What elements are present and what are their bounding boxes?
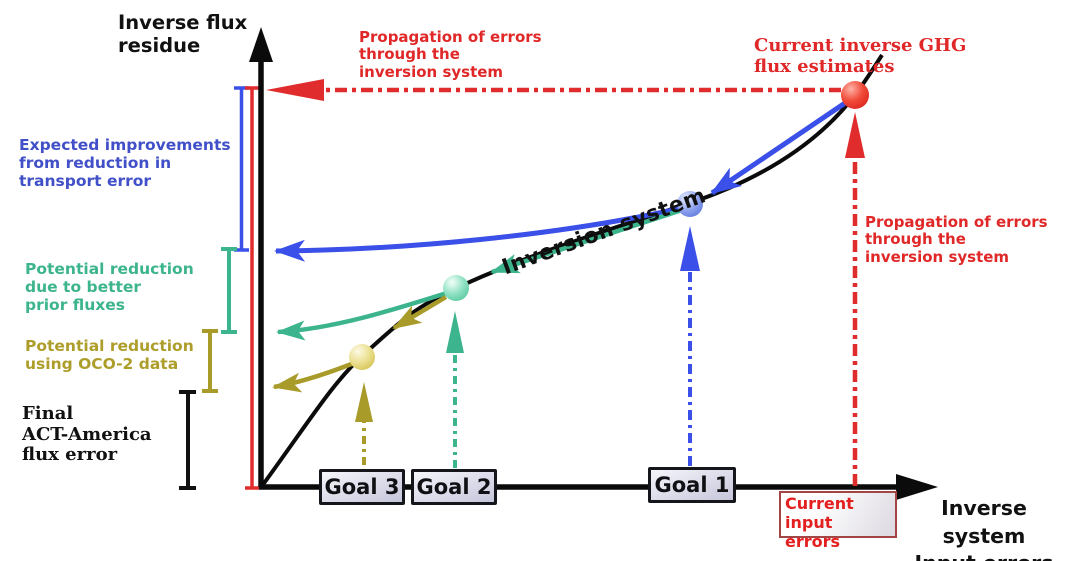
bracket-final-error — [179, 390, 196, 490]
bracket-prior-fluxes — [221, 247, 237, 334]
propagation-right-label: Propagation of errors through the invers… — [865, 213, 1048, 266]
bracket-total-error — [245, 86, 259, 490]
inversion-system-curve — [260, 53, 884, 488]
blue-arrow-current-to-goal1 — [710, 98, 850, 196]
goal1-point — [677, 191, 703, 217]
goal1-arrowhead-icon — [680, 226, 700, 271]
goal2-box: Goal 2 — [411, 469, 497, 505]
propagation-right-arrowhead-icon — [845, 112, 865, 158]
final-error-label: Final ACT-America flux error — [22, 403, 152, 466]
goal3-box: Goal 3 — [319, 469, 405, 505]
propagation-top-arrowhead-icon — [266, 79, 324, 101]
current-estimates-label: Current inverse GHG flux estimates — [754, 35, 967, 77]
x-axis-arrowhead-icon — [896, 474, 938, 500]
goal2-point — [443, 275, 469, 301]
goal1-box: Goal 1 — [648, 467, 736, 503]
y-axis-label: Inverse flux residue — [118, 11, 248, 57]
green-arrow-goal1-to-goal2 — [490, 207, 683, 275]
propagation-top-label: Propagation of errors through the invers… — [359, 28, 542, 81]
blue-arrow-goal1-to-axis — [274, 204, 687, 262]
oco2-label: Potential reduction using OCO-2 data — [25, 337, 194, 373]
bracket-transport-error — [234, 86, 249, 252]
goal3-arrowhead-icon — [355, 382, 373, 422]
bracket-oco2 — [202, 329, 218, 393]
goal3-box-label: Goal 3 — [324, 475, 400, 499]
green-arrow-goal2-to-axis — [276, 289, 451, 341]
current-input-errors-box: Current input errors — [779, 491, 897, 551]
current-estimate-point — [841, 81, 869, 109]
x-axis-label: Inverse system Input errors — [915, 496, 1054, 561]
goal3-point — [349, 344, 375, 370]
prior-fluxes-label: Potential reduction due to better prior … — [25, 260, 194, 314]
goal2-box-label: Goal 2 — [416, 475, 492, 499]
olive-arrow-goal3-to-axis — [272, 360, 355, 393]
goal1-box-label: Goal 1 — [654, 473, 730, 497]
goal2-arrowhead-icon — [446, 311, 464, 353]
y-axis-arrowhead-icon — [249, 27, 273, 62]
transport-improvement-label: Expected improvements from reduction in … — [19, 136, 231, 190]
olive-arrow-goal2-to-goal3 — [392, 295, 448, 330]
